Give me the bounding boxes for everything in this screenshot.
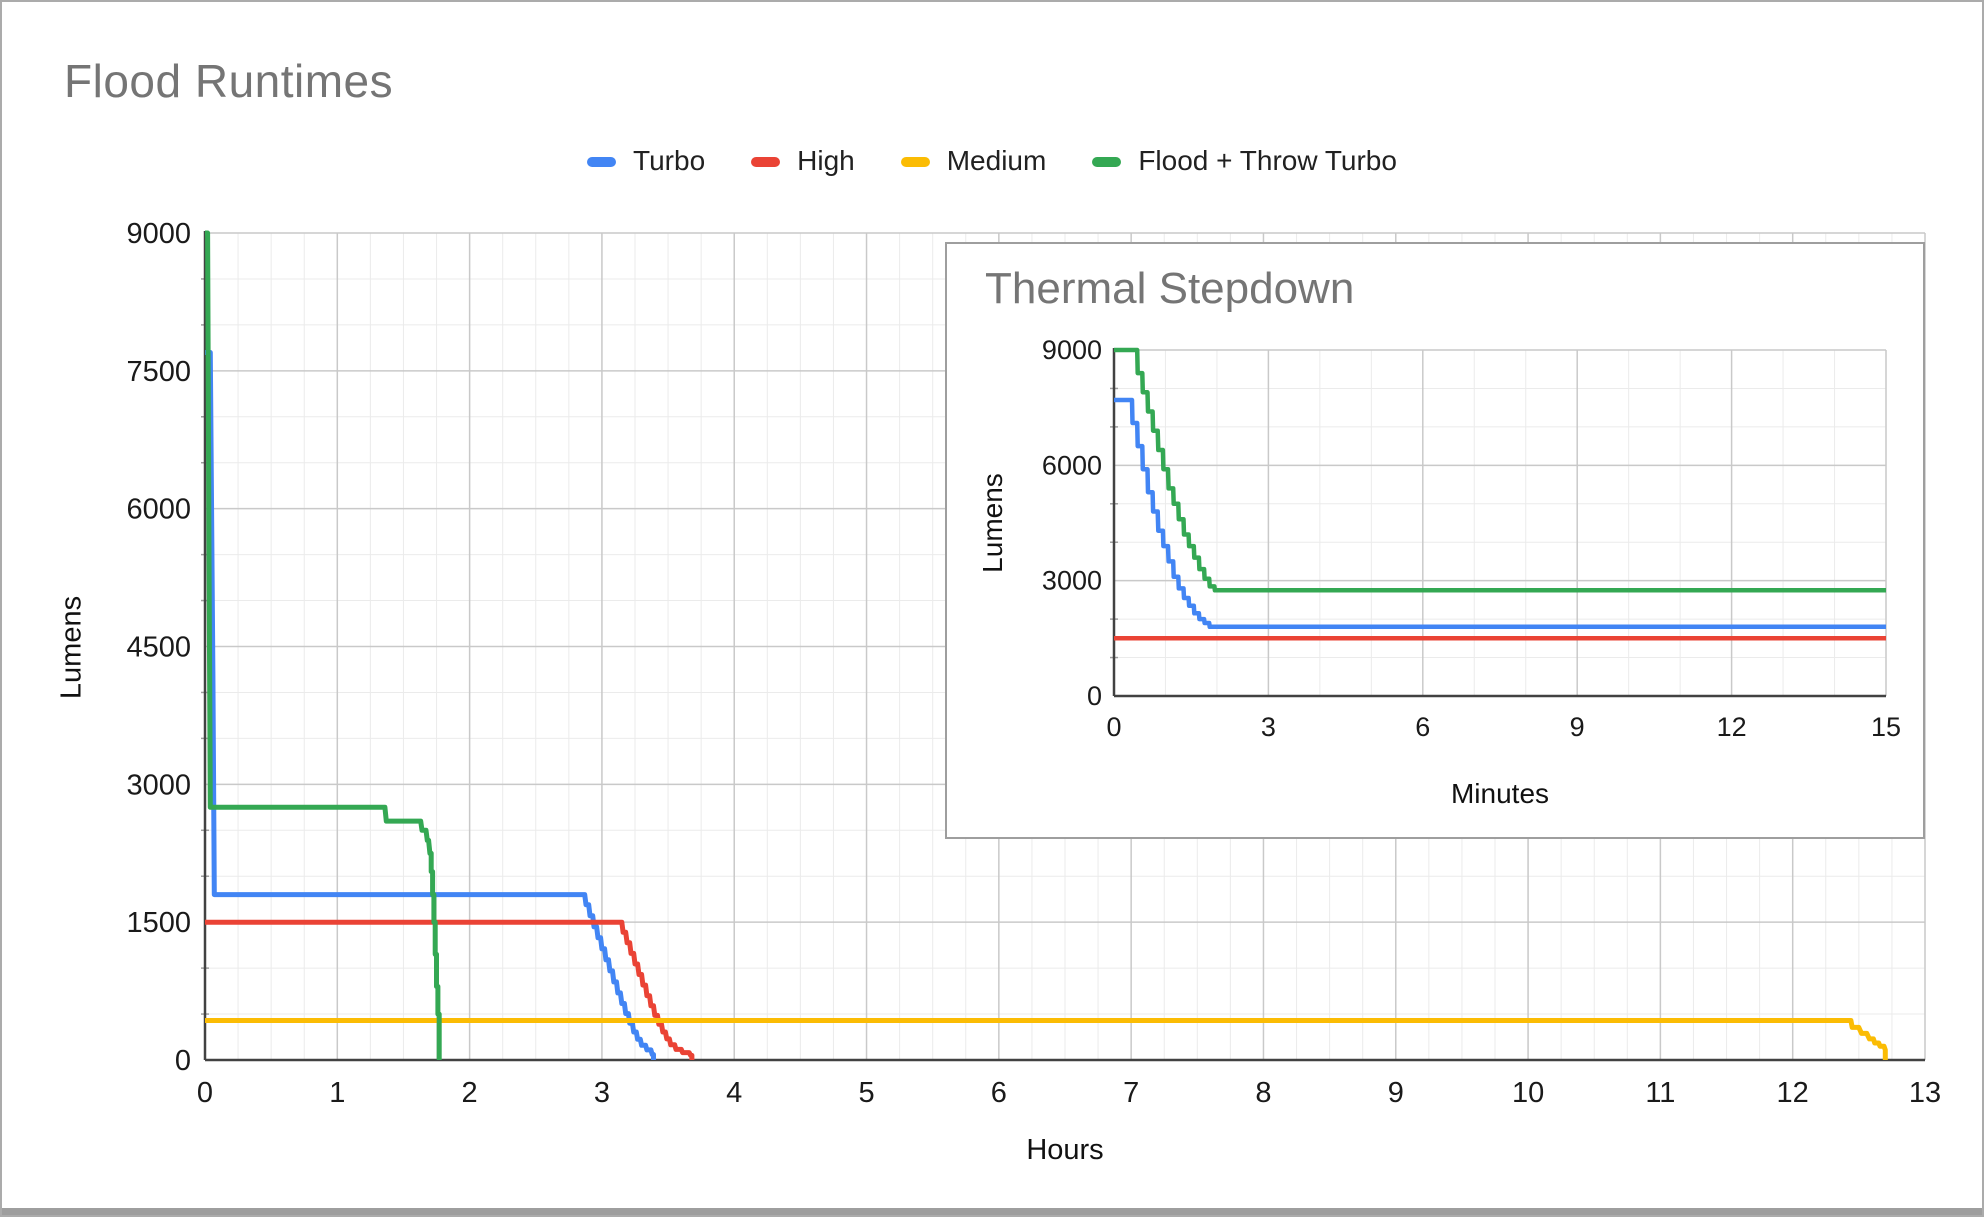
x-tick-label: 3: [594, 1077, 610, 1109]
legend-swatch-icon: [587, 157, 617, 167]
chart-title: Flood Runtimes: [64, 55, 394, 107]
y-tick-label: 1500: [126, 907, 191, 939]
y-tick-label: 9000: [126, 218, 191, 250]
x-tick-label: 9: [1388, 1077, 1404, 1109]
x-tick-label: 5: [858, 1077, 874, 1109]
x-tick-label: 3: [1261, 712, 1276, 742]
legend-item-flood-throw-turbo[interactable]: Flood + Throw Turbo: [1092, 145, 1397, 177]
legend-swatch-icon: [900, 157, 930, 167]
x-tick-label: 10: [1512, 1077, 1544, 1109]
legend-item-label: Flood + Throw Turbo: [1138, 145, 1397, 176]
x-tick-label: 0: [197, 1077, 213, 1109]
y-tick-label: 3000: [126, 769, 191, 801]
legend-item-label: Turbo: [633, 145, 706, 176]
series-line-flood-throw-turbo: [205, 230, 442, 1060]
x-tick-label: 0: [1106, 712, 1121, 742]
inset-x-axis-title: Minutes: [1450, 778, 1550, 809]
main-y-axis-title: Lumens: [55, 595, 88, 700]
y-tick-label: 6000: [1042, 450, 1102, 480]
y-tick-label: 9000: [1042, 335, 1102, 365]
x-tick-label: 13: [1909, 1077, 1941, 1109]
inset-title: Thermal Stepdown: [985, 264, 1355, 313]
x-tick-label: 11: [1645, 1077, 1675, 1109]
x-tick-label: 6: [991, 1077, 1007, 1109]
y-tick-label: 4500: [126, 632, 191, 664]
x-tick-label: 4: [726, 1077, 742, 1109]
x-tick-label: 12: [1777, 1077, 1809, 1109]
x-tick-label: 9: [1570, 712, 1585, 742]
y-tick-label: 6000: [126, 494, 191, 526]
x-tick-label: 1: [329, 1077, 345, 1109]
x-tick-label: 2: [462, 1077, 478, 1109]
legend-item-label: High: [797, 145, 855, 176]
series-line-high: [205, 919, 695, 1060]
y-tick-label: 3000: [1042, 566, 1102, 596]
x-tick-label: 15: [1871, 712, 1901, 742]
legend-item-label: Medium: [946, 145, 1047, 176]
series-line-turbo: [205, 350, 656, 1060]
series-line-medium: [205, 1018, 1888, 1060]
x-tick-label: 8: [1255, 1077, 1271, 1109]
inset-y-axis-title: Lumens: [977, 473, 1008, 573]
x-tick-label: 7: [1123, 1077, 1139, 1109]
legend-item-turbo[interactable]: Turbo: [587, 145, 705, 177]
x-tick-label: 6: [1415, 712, 1430, 742]
window-bottom-edge: [2, 1208, 1982, 1215]
series-line-turbo: [1114, 397, 1886, 630]
legend-item-medium[interactable]: Medium: [900, 145, 1047, 177]
legend: Turbo High Medium Flood + Throw Turbo: [2, 145, 1982, 177]
legend-swatch-icon: [1092, 157, 1122, 167]
inset-panel: Thermal Stepdown 0 3 6 9 12 15 0 3000 6000 9000 L…: [945, 242, 1925, 839]
series-line-flood-throw-turbo: [1114, 347, 1886, 593]
x-tick-label: 12: [1717, 712, 1747, 742]
y-tick-label: 0: [1087, 681, 1102, 711]
legend-item-high[interactable]: High: [751, 145, 855, 177]
y-tick-label: 0: [175, 1045, 191, 1077]
y-tick-label: 7500: [126, 356, 191, 388]
inset-chart-plot: 0 3 6 9 12 15 0 3000 6000 9000: [1042, 335, 1901, 742]
legend-swatch-icon: [751, 157, 781, 167]
main-x-axis-title: Hours: [1026, 1134, 1104, 1166]
